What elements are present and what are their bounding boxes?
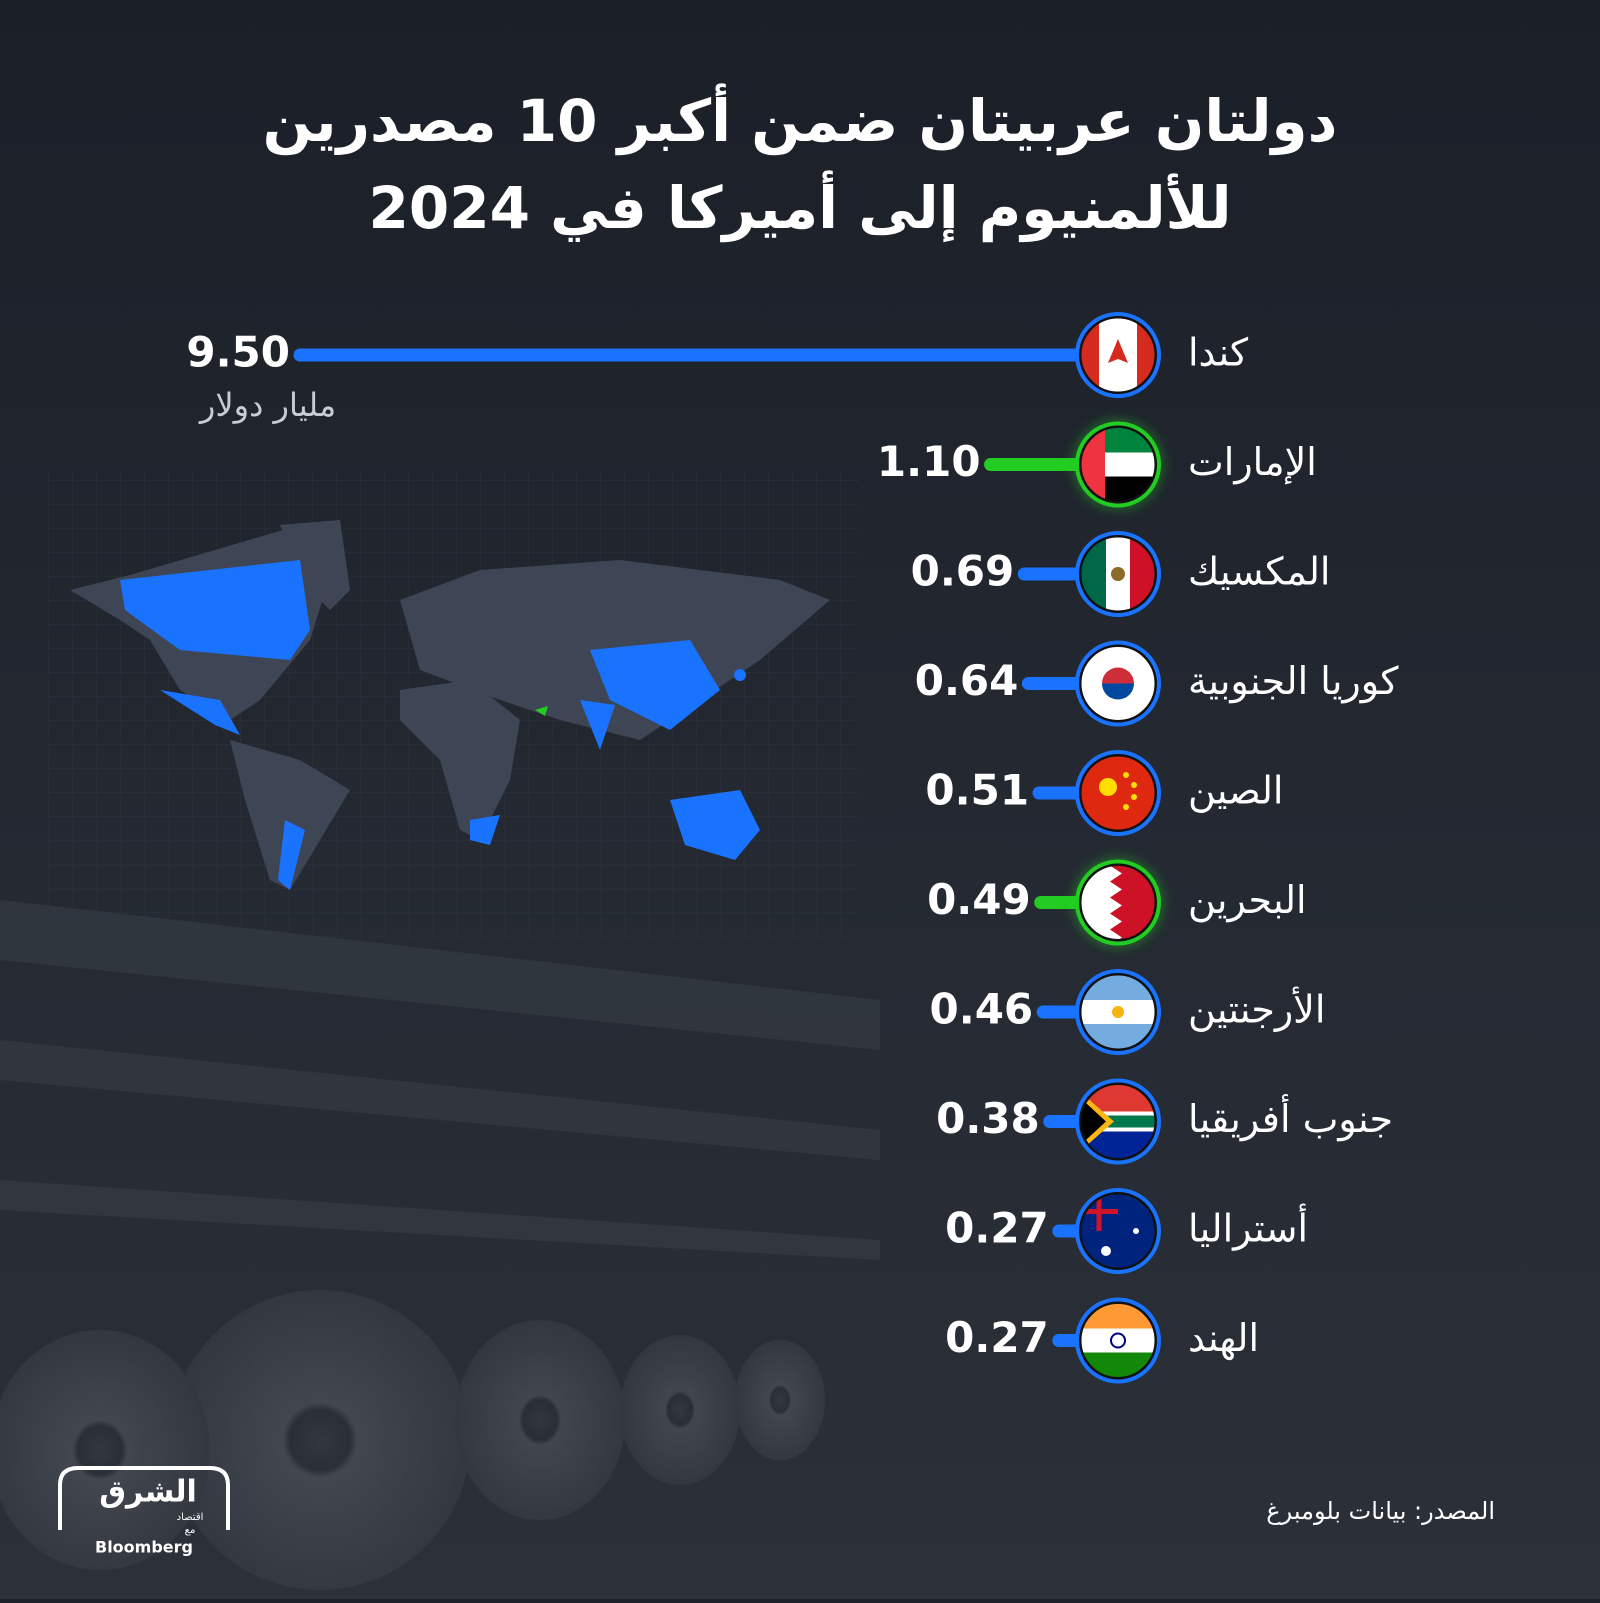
value-label: 1.10 <box>877 437 981 486</box>
flag-part <box>1081 1328 1155 1353</box>
value-label: 0.27 <box>945 1204 1049 1253</box>
category-label: الهند <box>1188 1316 1259 1361</box>
flag-ring <box>1075 421 1161 508</box>
value-label: 0.64 <box>915 656 1019 705</box>
flag <box>1075 969 1161 1055</box>
flag-part <box>1102 683 1134 700</box>
logo-with: مع <box>185 1525 196 1536</box>
logo-name: الشرق <box>99 1475 197 1510</box>
flag-ring <box>1075 750 1161 836</box>
chart-title: دولتان عربيتان ضمن أكبر 10 مصدرين <box>263 83 1338 156</box>
flag-ring <box>1078 972 1158 1052</box>
category-label: المكسيك <box>1188 550 1330 594</box>
flag-part <box>1108 339 1128 363</box>
category-label: الصين <box>1188 769 1283 814</box>
flag-ring <box>1078 1191 1158 1271</box>
flag-part <box>1081 1194 1155 1268</box>
category-label: كوريا الجنوبية <box>1188 659 1399 704</box>
flag-ring <box>1078 863 1158 942</box>
unit-label: مليار دولار <box>198 386 336 424</box>
flag-body <box>1081 975 1155 1049</box>
flag-part <box>1101 1246 1111 1256</box>
flag <box>1075 750 1161 836</box>
flag-ring <box>1075 531 1161 617</box>
flag-ring <box>1078 644 1158 723</box>
category-label: الإمارات <box>1188 440 1317 485</box>
value-label: 0.38 <box>936 1094 1040 1143</box>
value-label: 0.46 <box>930 985 1034 1034</box>
category-label: الأرجنتين <box>1188 986 1325 1033</box>
value-label: 0.49 <box>927 875 1031 924</box>
flag-ring <box>1078 534 1158 614</box>
flag-body <box>1081 1084 1155 1159</box>
logo-partner: Bloomberg <box>95 1538 193 1557</box>
flag-body <box>1081 1194 1155 1268</box>
flag <box>1075 1297 1161 1384</box>
category-label: جنوب أفريقيا <box>1188 1094 1393 1142</box>
flag-ring <box>1078 1082 1158 1161</box>
flag-body <box>1081 646 1155 721</box>
flag-part <box>1081 1098 1106 1145</box>
flag-ring <box>1075 1188 1161 1274</box>
flag-part <box>1096 1194 1102 1231</box>
flag <box>1075 531 1161 617</box>
factory-backdrop <box>0 900 880 1590</box>
flag-part <box>1123 772 1129 778</box>
bars: 9.50 كندا 1.10 الإمارات 0.69 المكسيك 0.64 كوريا… <box>186 312 1399 1384</box>
flag-ring <box>1075 1297 1161 1384</box>
value-label: 0.69 <box>911 547 1015 596</box>
world-map <box>48 470 860 940</box>
value-label: 9.50 <box>186 328 290 377</box>
flag <box>1075 640 1161 727</box>
value-label: 0.51 <box>925 766 1029 815</box>
logo: الشرق اقتصاد مع Bloomberg <box>58 1466 230 1557</box>
flag-ring <box>1075 969 1161 1055</box>
value-label: 0.27 <box>945 1313 1049 1362</box>
flag-part <box>1111 567 1125 581</box>
flag-ring <box>1075 312 1161 398</box>
chart-title: للألمنيوم إلى أميركا في 2024 <box>369 170 1232 243</box>
flag-ring <box>1078 1301 1158 1380</box>
flag-part <box>1081 756 1155 830</box>
flag-ring <box>1075 1078 1161 1165</box>
flag-part <box>1102 667 1134 684</box>
flag-ring <box>1075 859 1161 946</box>
flag <box>1075 421 1161 508</box>
flag <box>1075 1188 1161 1274</box>
flag-part <box>1123 804 1129 810</box>
flag-ring <box>1078 425 1158 504</box>
source-note: المصدر: بيانات بلومبرغ <box>1266 1497 1495 1525</box>
flag-part <box>1131 794 1137 800</box>
flag <box>1075 859 1161 946</box>
flag-part <box>1112 1006 1124 1018</box>
logo-tagline: اقتصاد <box>177 1512 204 1523</box>
flag-part <box>1133 1228 1139 1234</box>
flag-ring <box>1078 753 1158 833</box>
flag-part <box>1110 1332 1126 1349</box>
category-label: البحرين <box>1188 878 1307 923</box>
flag-body <box>1081 865 1155 940</box>
flag-part <box>1131 782 1137 788</box>
category-label: أستراليا <box>1188 1204 1308 1252</box>
flag-part <box>1099 778 1117 796</box>
flag-ring <box>1078 315 1158 395</box>
flag-part <box>1081 865 1122 940</box>
flag-ring <box>1075 640 1161 727</box>
flag <box>1075 312 1161 398</box>
category-label: كندا <box>1188 331 1249 375</box>
flag-body <box>1081 756 1155 830</box>
flag-body <box>1081 427 1155 502</box>
flag <box>1075 1078 1161 1165</box>
